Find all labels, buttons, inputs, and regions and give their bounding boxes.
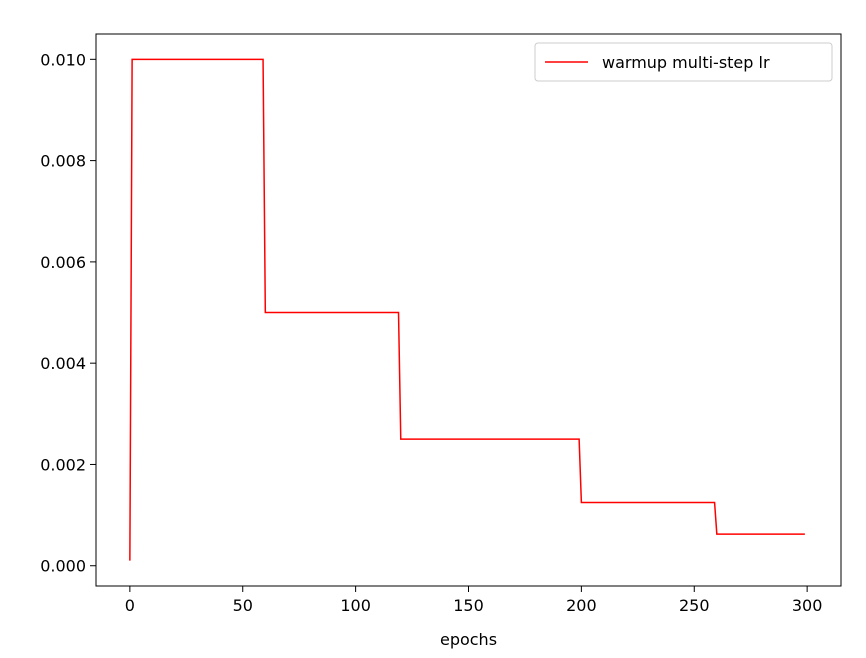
y-tick-label: 0.006 — [40, 253, 86, 272]
x-tick-label: 100 — [340, 596, 371, 615]
y-tick-label: 0.010 — [40, 50, 86, 69]
plot-area — [96, 34, 841, 586]
x-tick-label: 150 — [453, 596, 484, 615]
legend: warmup multi-step lr — [534, 42, 833, 82]
y-tick-label: 0.008 — [40, 152, 86, 171]
x-tick-label: 50 — [233, 596, 253, 615]
legend-box — [534, 42, 833, 82]
y-tick-label: 0.000 — [40, 557, 86, 576]
y-axis-ticks: 0.000 0.002 0.004 0.006 0.008 0.010 — [40, 50, 96, 576]
x-tick-label: 300 — [792, 596, 823, 615]
x-tick-label: 0 — [125, 596, 135, 615]
y-tick-label: 0.004 — [40, 354, 86, 373]
x-tick-label: 250 — [679, 596, 710, 615]
x-axis-ticks: 0 50 100 150 200 250 300 — [125, 586, 823, 615]
x-axis-label: epochs — [440, 630, 497, 649]
x-tick-label: 200 — [566, 596, 597, 615]
y-tick-label: 0.002 — [40, 455, 86, 474]
series-line-0 — [129, 58, 805, 561]
series-layer — [129, 58, 805, 561]
legend-label-warmup-multi-step-lr: warmup multi-step lr — [602, 53, 770, 72]
